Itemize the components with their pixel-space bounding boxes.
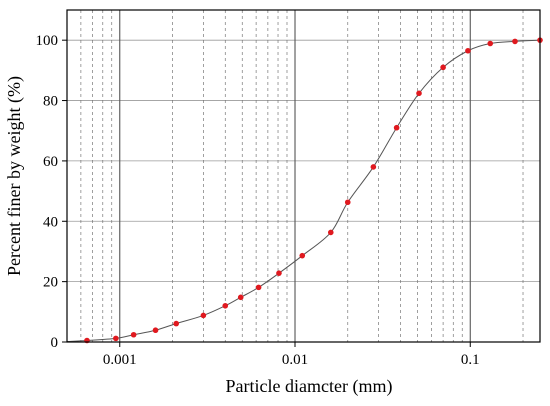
x-tick-label: 0.001 <box>103 352 137 368</box>
data-point <box>327 229 334 236</box>
data-point <box>173 320 180 327</box>
y-tick-label: 0 <box>51 335 59 351</box>
y-tick-label: 100 <box>36 33 59 49</box>
y-axis-label: Percent finer by weight (%) <box>4 76 25 276</box>
grid-lines <box>66 10 540 342</box>
data-point <box>130 331 137 338</box>
data-point <box>440 64 446 71</box>
data-point <box>393 124 400 131</box>
data-point <box>276 270 282 276</box>
plot-frame <box>66 9 541 343</box>
data-point <box>113 335 119 342</box>
data-point <box>152 327 159 334</box>
fit-curve-group <box>66 39 541 343</box>
y-tick-label: 20 <box>43 275 58 291</box>
x-axis-label: Particle diamcter (mm) <box>226 376 393 397</box>
data-point <box>344 199 351 206</box>
y-tick-label: 80 <box>43 94 58 110</box>
axis-ticks: 0.001 0.01 0.1 0 20 40 60 80 100 <box>36 33 480 368</box>
data-point <box>255 284 262 291</box>
fit-curve <box>66 39 541 343</box>
y-tick-label: 40 <box>43 214 58 230</box>
y-tick-label: 60 <box>43 154 58 170</box>
data-point <box>299 252 306 259</box>
data-points-group <box>84 37 543 344</box>
x-tick-label: 0.01 <box>282 352 308 368</box>
x-tick-label: 0.1 <box>461 352 480 368</box>
data-point <box>416 90 422 97</box>
data-point <box>222 302 229 309</box>
data-point <box>487 40 494 47</box>
data-point <box>512 38 518 45</box>
data-point <box>370 164 377 170</box>
data-point <box>200 312 207 319</box>
data-point <box>465 47 471 54</box>
data-point <box>237 294 244 301</box>
